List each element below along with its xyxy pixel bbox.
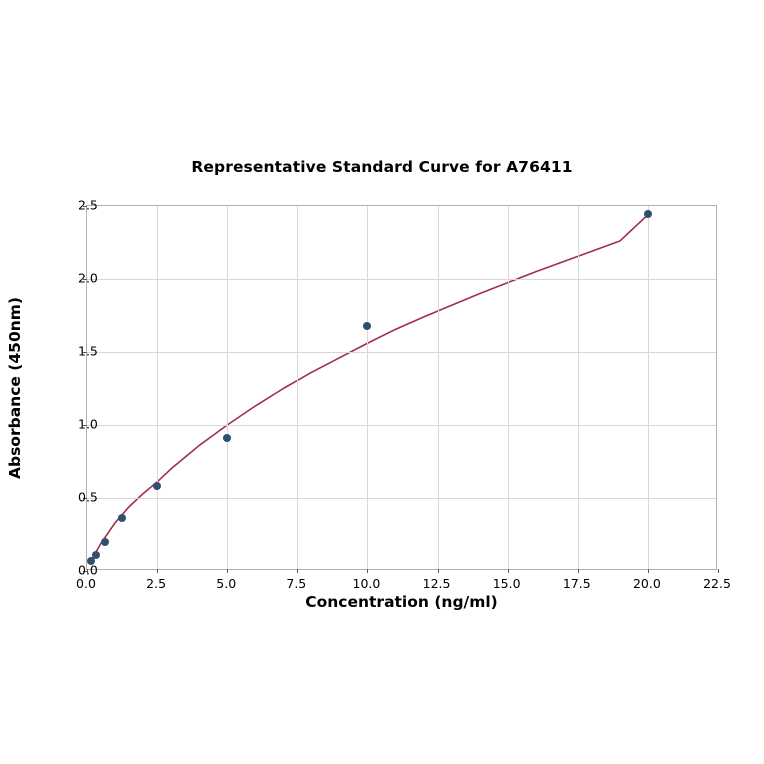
- y-gridline: [87, 425, 716, 426]
- y-tick: [83, 571, 87, 572]
- x-tick: [507, 569, 509, 573]
- y-tick-label: 0.0: [78, 562, 98, 578]
- x-tick-label: 10.0: [352, 576, 381, 591]
- plot-area: [83, 205, 719, 573]
- x-tick-label: 7.5: [286, 576, 307, 591]
- y-gridline: [87, 279, 716, 280]
- y-gridline: [87, 352, 716, 353]
- y-axis-label: Absorbance (450nm): [0, 205, 30, 570]
- x-tick-label: 17.5: [562, 576, 591, 591]
- x-gridline: [577, 206, 579, 569]
- data-point: [118, 513, 127, 522]
- y-tick: [83, 352, 87, 353]
- x-tick: [297, 569, 299, 573]
- x-gridline: [157, 206, 159, 569]
- y-tick-label: 0.5: [78, 489, 98, 505]
- fitted-curve: [90, 213, 649, 561]
- x-gridline: [647, 206, 649, 569]
- x-gridline: [297, 206, 299, 569]
- x-gridline: [507, 206, 509, 569]
- x-tick-label: 22.5: [703, 576, 731, 591]
- data-point: [91, 551, 100, 560]
- y-tick-label: 1.5: [78, 343, 98, 359]
- y-tick-label: 1.0: [78, 416, 98, 432]
- x-tick: [227, 569, 229, 573]
- data-point: [100, 538, 109, 547]
- y-axis-label-text: Absorbance (450nm): [6, 296, 25, 479]
- y-tick-label: 2.0: [78, 270, 98, 286]
- x-tick-label: 12.5: [422, 576, 451, 591]
- chart-title: Representative Standard Curve for A76411: [191, 158, 573, 176]
- x-gridline: [227, 206, 229, 569]
- data-point: [643, 210, 652, 219]
- x-tick-label: 5.0: [216, 576, 237, 591]
- x-tick: [87, 569, 88, 573]
- x-tick: [367, 569, 369, 573]
- y-tick-label: 2.5: [78, 197, 98, 213]
- x-tick-label: 15.0: [492, 576, 521, 591]
- x-axis-label: Concentration (ng/ml): [305, 593, 498, 611]
- x-tick-label: 20.0: [632, 576, 661, 591]
- data-point: [153, 481, 162, 490]
- x-tick: [157, 569, 159, 573]
- y-tick: [83, 425, 87, 426]
- x-tick: [718, 569, 719, 573]
- y-tick: [83, 279, 87, 280]
- data-point: [223, 433, 232, 442]
- x-tick-label: 2.5: [146, 576, 167, 591]
- y-tick: [83, 206, 87, 207]
- data-point: [363, 322, 372, 331]
- x-tick: [577, 569, 579, 573]
- x-gridline: [437, 206, 439, 569]
- y-tick: [83, 498, 87, 499]
- y-gridline: [87, 498, 716, 499]
- data-point: [87, 556, 96, 565]
- x-tick-label: 0.0: [76, 576, 96, 591]
- x-tick: [647, 569, 649, 573]
- x-gridline: [367, 206, 369, 569]
- x-tick: [437, 569, 439, 573]
